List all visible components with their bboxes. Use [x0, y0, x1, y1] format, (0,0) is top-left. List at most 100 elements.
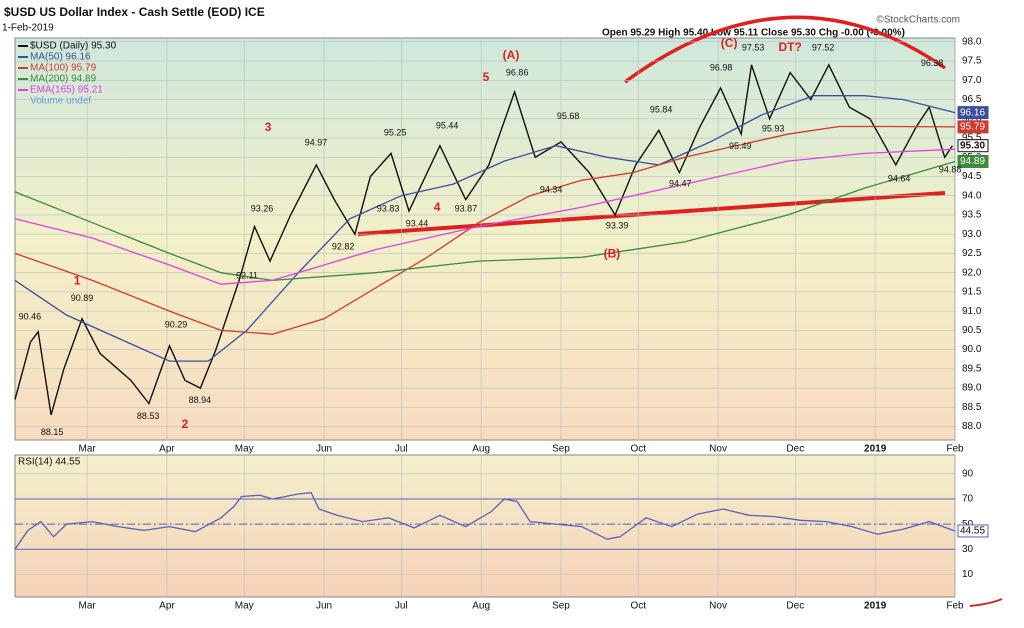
y-tick-label: 90.0	[962, 344, 982, 355]
plot-layer: Mar Apr May Jun Jul Aug Sep Oct Nov Dec 2019 Feb 88.…	[14, 36, 989, 612]
y-tick-label: 70	[962, 494, 974, 505]
y-tick-label: 95.5	[962, 133, 982, 144]
price-annotation: 93.87	[455, 204, 478, 214]
y-tick-label: 90.5	[962, 325, 982, 336]
series-line	[14, 95, 956, 362]
trend-line	[357, 191, 946, 236]
y-tick-label: 50	[962, 519, 974, 530]
legend-entry: Volume undef	[30, 96, 91, 107]
price-annotation: 90.89	[71, 293, 94, 303]
price-annotation: 93.26	[251, 204, 274, 214]
x-tick-label: Oct	[630, 444, 646, 455]
y-tick-label: 88.0	[962, 421, 982, 432]
wave-label: (A)	[503, 48, 520, 62]
price-annotation: 94.34	[540, 184, 563, 194]
x-tick-label: Jul	[395, 601, 408, 612]
x-tick-label: Jul	[395, 444, 408, 455]
price-annotation: 92.82	[332, 242, 355, 252]
price-annotation: 93.44	[406, 219, 429, 229]
legend-entry: MA(100) 95.79	[30, 63, 97, 74]
price-annotation: 93.39	[606, 220, 629, 230]
x-tick-label: Dec	[786, 601, 804, 612]
value-tag: 96.16	[960, 107, 985, 118]
price-annotation: 96.86	[506, 67, 529, 77]
x-tick-label: Feb	[946, 444, 964, 455]
price-annotation: 88.53	[137, 411, 160, 421]
wave-label: 1	[74, 273, 81, 287]
x-tick-label: Sep	[552, 444, 570, 455]
price-annotation: 94.47	[669, 179, 692, 189]
rsi-title: RSI(14) 44.55	[18, 457, 81, 468]
legend-entry: MA(50) 96.16	[30, 52, 91, 63]
price-annotation: 95.93	[762, 124, 785, 134]
y-tick-label: 93.0	[962, 229, 982, 240]
y-tick-label: 97.0	[962, 75, 982, 86]
credit: ©StockCharts.com	[876, 15, 960, 26]
y-tick-label: 94.0	[962, 190, 982, 201]
value-tag-box	[957, 154, 989, 168]
series-line	[14, 160, 956, 282]
price-annotation: 93.83	[377, 204, 400, 214]
x-tick-label: Aug	[472, 601, 490, 612]
price-annotation: 94.64	[888, 174, 911, 184]
y-tick-label: 92.0	[962, 267, 982, 278]
y-tick-label: 89.0	[962, 383, 982, 394]
price-annotation: 92.11	[236, 270, 258, 280]
price-annotation: 96.38	[921, 58, 944, 68]
value-tag-box	[957, 139, 989, 153]
legend-entry: MA(200) 94.89	[30, 74, 97, 85]
value-tag: 95.79	[960, 122, 985, 133]
wave-label: (B)	[604, 246, 621, 260]
x-tick-label: Jun	[316, 601, 332, 612]
x-tick-label: Sep	[552, 601, 570, 612]
wave-label: 2	[182, 417, 189, 431]
wave-label: 5	[483, 70, 490, 84]
price-annotation: 90.29	[165, 320, 188, 330]
y-tick-label: 88.5	[962, 402, 982, 413]
x-tick-label: Apr	[159, 601, 175, 612]
price-annotation: 97.53	[742, 42, 765, 52]
x-tick-label: May	[235, 444, 254, 455]
wave-label: 3	[265, 120, 272, 134]
x-tick-label: Nov	[709, 444, 727, 455]
y-tick-label: 96.5	[962, 94, 982, 105]
y-tick-label: 97.5	[962, 56, 982, 67]
value-tag: 94.89	[960, 156, 985, 167]
x-tick-label: Mar	[78, 444, 96, 455]
value-tag-box	[957, 524, 989, 538]
chart-date: 1-Feb-2019	[2, 23, 54, 34]
x-tick-label: Dec	[786, 444, 804, 455]
price-annotation: 95.84	[650, 104, 673, 114]
x-tick-label: Aug	[472, 444, 490, 455]
x-tick-label: May	[235, 601, 254, 612]
y-tick-label: 94.5	[962, 171, 982, 182]
y-tick-label: 90	[962, 468, 974, 479]
y-tick-label: 89.5	[962, 363, 982, 374]
price-annotation: 88.15	[41, 427, 64, 437]
y-tick-label: 93.5	[962, 210, 982, 221]
price-annotation: 95.44	[436, 120, 459, 130]
chart-title: $USD US Dollar Index - Cash Settle (EOD)…	[4, 5, 265, 19]
value-tag-box	[957, 106, 989, 120]
price-annotation: 94.88	[939, 164, 962, 174]
top-arc	[623, 15, 946, 84]
legend-entry: $USD (Daily) 95.30	[30, 41, 117, 52]
x-tick-label: Apr	[159, 444, 175, 455]
y-tick-label: 91.5	[962, 287, 982, 298]
rsi-panel	[14, 454, 956, 598]
value-tag: 95.30	[960, 140, 985, 151]
x-tick-label: Nov	[709, 601, 727, 612]
wave-label: 4	[434, 200, 441, 214]
y-tick-label: 91.0	[962, 306, 982, 317]
x-tick-label: 2019	[864, 601, 887, 612]
series-line	[14, 63, 953, 416]
y-tick-label: 92.5	[962, 248, 982, 259]
x-tick-label: Mar	[78, 601, 96, 612]
quote: Open 95.29 High 95.40 Low 95.11 Close 95…	[602, 28, 905, 39]
wave-label: DT?	[779, 40, 802, 54]
series-line	[14, 492, 956, 550]
y-tick-label: 10	[962, 569, 974, 580]
value-tag: 44.55	[960, 526, 985, 537]
price-annotation: 95.68	[557, 111, 580, 121]
main-panel	[14, 37, 956, 441]
